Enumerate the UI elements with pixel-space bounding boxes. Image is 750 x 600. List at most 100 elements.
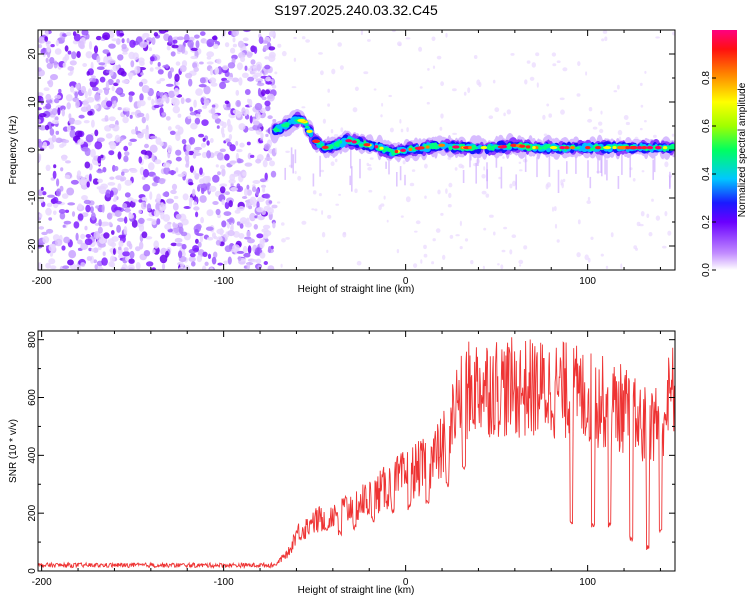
noise-blob	[122, 251, 130, 257]
noise-blob	[188, 78, 193, 87]
noise-speckle	[352, 107, 358, 113]
noise-blob	[116, 30, 120, 37]
noise-blob	[51, 134, 57, 143]
signal-blob	[305, 125, 309, 129]
noise-speckle	[326, 249, 329, 253]
noise-blob	[154, 66, 162, 70]
noise-blob	[199, 234, 204, 243]
noise-blob	[137, 132, 144, 139]
noise-blob	[169, 67, 174, 73]
signal-blob	[448, 146, 453, 151]
streak	[350, 147, 352, 169]
noise-speckle	[291, 86, 297, 89]
signal-hotspot	[452, 145, 460, 149]
noise-blob	[111, 230, 115, 235]
noise-blob	[160, 232, 166, 239]
noise-blob	[175, 132, 181, 142]
noise-blob	[246, 189, 252, 196]
noise-blob	[80, 262, 86, 267]
noise-blob	[192, 188, 196, 197]
noise-speckle	[420, 259, 423, 264]
noise-speckle	[639, 223, 644, 227]
noise-blob	[91, 212, 96, 221]
signal-blob	[537, 146, 543, 151]
noise-speckle	[340, 127, 344, 133]
noise-blob	[158, 178, 166, 185]
noise-speckle	[281, 50, 287, 57]
noise-blob	[212, 232, 216, 239]
noise-blob	[199, 61, 204, 65]
noise-speckle	[470, 260, 474, 265]
noise-blob	[93, 104, 99, 110]
noise-blob	[106, 100, 113, 108]
noise-blob	[88, 173, 92, 182]
noise-speckle	[447, 204, 452, 208]
noise-blob	[123, 145, 129, 152]
noise-blob	[149, 67, 154, 72]
noise-blob	[190, 122, 198, 130]
noise-blob	[227, 76, 234, 81]
noise-blob	[172, 105, 180, 114]
noise-speckle	[483, 227, 487, 231]
noise-blob	[195, 88, 204, 96]
noise-speckle	[552, 206, 554, 212]
noise-blob	[50, 74, 58, 81]
noise-speckle	[653, 134, 657, 138]
noise-blob	[252, 180, 261, 184]
noise-blob	[77, 213, 84, 221]
noise-blob	[61, 154, 68, 161]
noise-speckle	[424, 195, 427, 199]
noise-speckle	[503, 226, 508, 230]
noise-blob	[49, 57, 55, 64]
signal-blob	[335, 141, 341, 145]
noise-blob	[73, 120, 82, 125]
noise-speckle	[368, 164, 372, 167]
noise-blob	[256, 201, 260, 209]
noise-blob	[144, 143, 149, 149]
noise-speckle	[432, 238, 436, 242]
noise-blob	[52, 170, 57, 179]
signal-hotspot	[363, 143, 371, 147]
noise-blob	[38, 153, 42, 162]
noise-speckle	[600, 253, 604, 257]
noise-blob	[256, 233, 264, 239]
signal-blob	[335, 143, 340, 147]
noise-blob	[222, 64, 229, 71]
noise-blob	[69, 129, 76, 138]
noise-blob	[211, 256, 217, 265]
x-tick-label: -100	[214, 577, 234, 588]
noise-blob	[121, 171, 125, 176]
noise-speckle	[529, 76, 535, 81]
noise-speckle	[380, 203, 385, 207]
signal-hotspot	[400, 148, 406, 152]
streak	[312, 173, 315, 187]
noise-blob	[162, 162, 171, 168]
noise-speckle	[590, 236, 594, 240]
noise-speckle	[587, 118, 593, 123]
noise-blob	[264, 157, 273, 161]
signal-blob	[341, 140, 347, 145]
noise-speckle	[396, 249, 400, 254]
noise-speckle	[373, 88, 377, 91]
noise-speckle	[639, 82, 643, 86]
noise-blob	[270, 170, 277, 178]
noise-blob	[62, 224, 66, 228]
y-tick-label: 400	[27, 447, 38, 464]
noise-blob	[256, 64, 261, 72]
noise-blob	[109, 176, 115, 180]
noise-blob	[137, 100, 142, 108]
noise-blob	[165, 64, 169, 69]
noise-blob	[249, 196, 257, 205]
noise-blob	[38, 213, 43, 218]
noise-blob	[84, 238, 93, 246]
noise-blob	[55, 130, 60, 135]
x-tick-label: 100	[579, 276, 596, 287]
noise-blob	[121, 38, 125, 44]
noise-blob	[189, 253, 196, 258]
streak	[589, 176, 592, 189]
noise-blob	[75, 83, 80, 89]
noise-speckle	[321, 210, 324, 215]
noise-blob	[259, 240, 265, 249]
noise-speckle	[354, 86, 359, 92]
